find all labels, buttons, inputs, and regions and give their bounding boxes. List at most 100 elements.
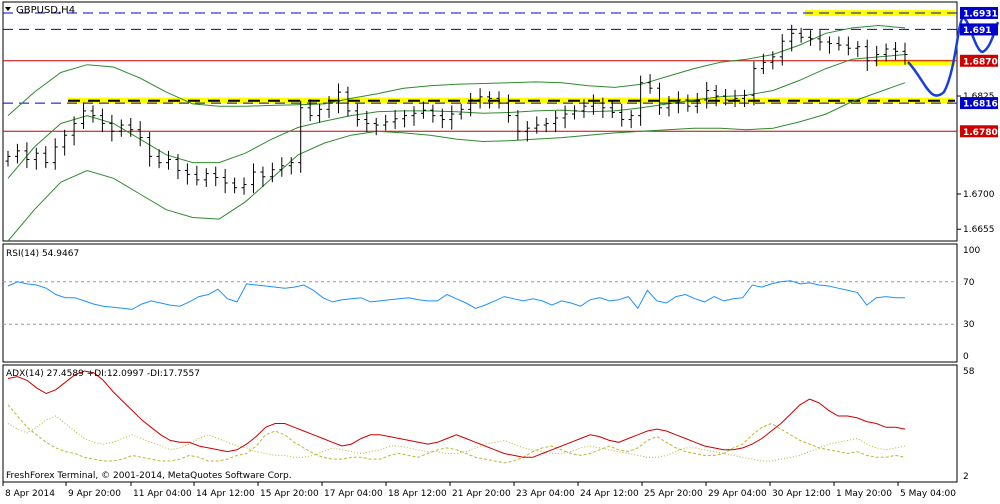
level-label: 1.6870: [963, 57, 998, 67]
price-bar: [751, 61, 757, 106]
price-bar: [477, 88, 483, 109]
price-bar: [770, 51, 776, 70]
level-label-box: [960, 54, 998, 67]
price-bar: [657, 82, 663, 115]
symbol-dropdown-icon[interactable]: [5, 7, 11, 11]
price-bar: [307, 99, 313, 122]
price-bar: [789, 24, 795, 52]
price-tick-label: 1.6655: [963, 225, 995, 235]
price-bar: [81, 102, 87, 129]
price-bar: [147, 132, 153, 167]
plus-di-line: [7, 404, 906, 464]
price-bar: [741, 89, 747, 108]
price-bar: [250, 163, 256, 194]
price-bar: [354, 103, 360, 127]
price-bar: [798, 27, 804, 43]
adx-tick-label: 58: [963, 367, 975, 377]
price-tick-label: 1.6700: [963, 190, 995, 200]
pivot-highlight-band: [875, 59, 955, 66]
panel-frame: [2, 364, 958, 483]
price-bar: [373, 117, 379, 136]
price-bar: [534, 116, 540, 134]
price-bar: [836, 36, 842, 51]
price-bar: [628, 110, 634, 129]
price-bar: [874, 45, 880, 67]
rsi-line: [7, 280, 905, 310]
price-bar: [760, 53, 766, 75]
price-bar: [713, 85, 719, 107]
price-bar: [90, 105, 96, 123]
price-bar: [43, 146, 49, 169]
price-bar: [232, 177, 238, 194]
resistance-highlight-band: [805, 9, 955, 16]
price-bar: [779, 34, 785, 66]
bollinger-lower-line: [7, 82, 906, 242]
price-bar: [62, 129, 68, 156]
price-bar: [99, 108, 105, 133]
level-label-box: [960, 97, 998, 110]
level-label-box: [960, 6, 998, 19]
rsi-tick-label: 30: [963, 320, 975, 330]
price-bar: [487, 91, 493, 109]
price-bar: [505, 94, 511, 123]
price-bar: [864, 39, 870, 71]
time-tick-label: 29 Apr 04:00: [708, 489, 767, 499]
adx-panel: [7, 370, 906, 464]
price-bar: [260, 166, 266, 187]
price-bar: [288, 157, 294, 175]
price-bar: [71, 116, 77, 146]
time-tick-label: 23 Apr 04:00: [516, 489, 575, 499]
time-tick-label: 5 May 04:00: [900, 489, 956, 499]
time-tick-label: 24 Apr 12:00: [580, 489, 639, 499]
price-bar: [600, 97, 606, 118]
price-bar: [883, 43, 889, 62]
minus-di-line: [7, 415, 906, 462]
time-tick-label: 1 May 20:00: [836, 489, 892, 499]
price-bar: [808, 30, 814, 46]
price-bar: [675, 91, 681, 114]
price-panel: [3, 9, 1000, 242]
price-bar: [524, 121, 530, 142]
rsi-tick-label: 0: [963, 352, 969, 362]
price-bar: [128, 117, 134, 137]
time-tick-label: 18 Apr 12:00: [388, 489, 447, 499]
price-bar: [638, 75, 644, 126]
price-bar: [439, 108, 445, 129]
price-bar: [430, 104, 436, 123]
price-bar: [902, 42, 908, 65]
price-bar: [590, 94, 596, 115]
time-tick-label: 30 Apr 12:00: [772, 489, 831, 499]
price-bar: [24, 142, 30, 169]
price-bar: [411, 106, 417, 126]
price-bar: [383, 114, 389, 131]
panel-frame: [2, 1, 958, 242]
price-bar: [562, 105, 568, 129]
price-bar: [893, 41, 899, 60]
axis-labels: 1.6700 1.6655 1.6825 1.6931 1.691 1.6870 1.681…: [2, 6, 998, 499]
price-bar: [845, 36, 851, 56]
price-bar: [14, 143, 20, 164]
price-bar: [732, 89, 738, 108]
time-tick-label: 14 Apr 12:00: [196, 489, 255, 499]
price-bar: [647, 74, 653, 94]
rsi-tick-label: 70: [963, 278, 975, 288]
price-bar: [553, 110, 559, 133]
price-bar: [175, 154, 181, 180]
price-bar: [449, 105, 455, 130]
price-bar: [109, 114, 115, 142]
time-tick-label: 8 Apr 2014: [5, 489, 55, 499]
price-bar: [723, 88, 729, 106]
price-bar: [241, 177, 247, 195]
price-bar: [5, 150, 11, 167]
price-bar: [515, 110, 521, 140]
bollinger-upper-line: [7, 24, 906, 116]
price-bar: [468, 92, 474, 117]
price-bar: [137, 121, 143, 147]
price-bar: [619, 103, 625, 127]
price-bar: [402, 110, 408, 128]
level-label-box: [960, 125, 998, 138]
price-bar: [392, 110, 398, 129]
price-bar: [194, 165, 200, 186]
price-bar: [166, 150, 172, 170]
